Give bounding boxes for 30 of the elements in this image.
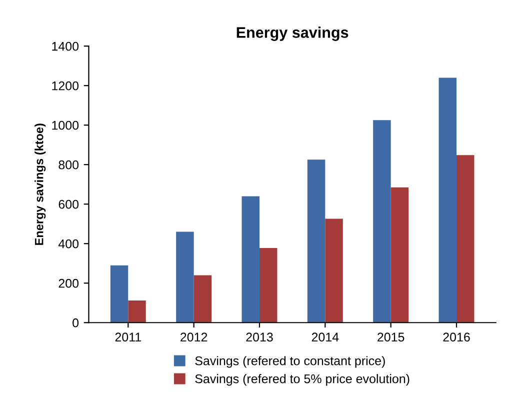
legend-label: Savings (refered to 5% price evolution) <box>195 374 410 386</box>
chart-title: Energy savings <box>236 26 348 41</box>
bar <box>176 232 194 323</box>
bar <box>259 248 278 323</box>
bar <box>456 155 474 323</box>
y-tick-label: 0 <box>72 318 79 328</box>
y-tick-label: 1200 <box>52 81 79 90</box>
bar <box>128 300 146 323</box>
y-axis-title: Energy savings (ktoe) <box>34 124 46 245</box>
y-tick-label: 200 <box>58 278 79 288</box>
x-tick-label: 2013 <box>246 332 273 342</box>
bar <box>325 218 343 323</box>
legend-label: Savings (refered to constant price) <box>195 356 385 368</box>
bar <box>194 275 212 323</box>
x-tick-label: 2016 <box>443 332 470 342</box>
y-tick-label: 600 <box>58 200 79 209</box>
bar <box>438 78 456 323</box>
x-tick-label: 2015 <box>378 332 404 342</box>
x-tick-label: 2012 <box>180 332 208 342</box>
y-tick-label: 1000 <box>52 120 79 130</box>
y-tick-label: 800 <box>58 160 79 170</box>
x-tick-label: 2011 <box>115 332 141 342</box>
y-tick-label: 400 <box>58 239 79 248</box>
bar <box>110 265 128 323</box>
bar <box>390 187 409 323</box>
bar <box>307 160 326 323</box>
bar <box>373 120 391 323</box>
y-tick-label: 1400 <box>52 42 79 51</box>
x-tick-label: 2014 <box>312 332 339 342</box>
bar <box>242 196 260 323</box>
